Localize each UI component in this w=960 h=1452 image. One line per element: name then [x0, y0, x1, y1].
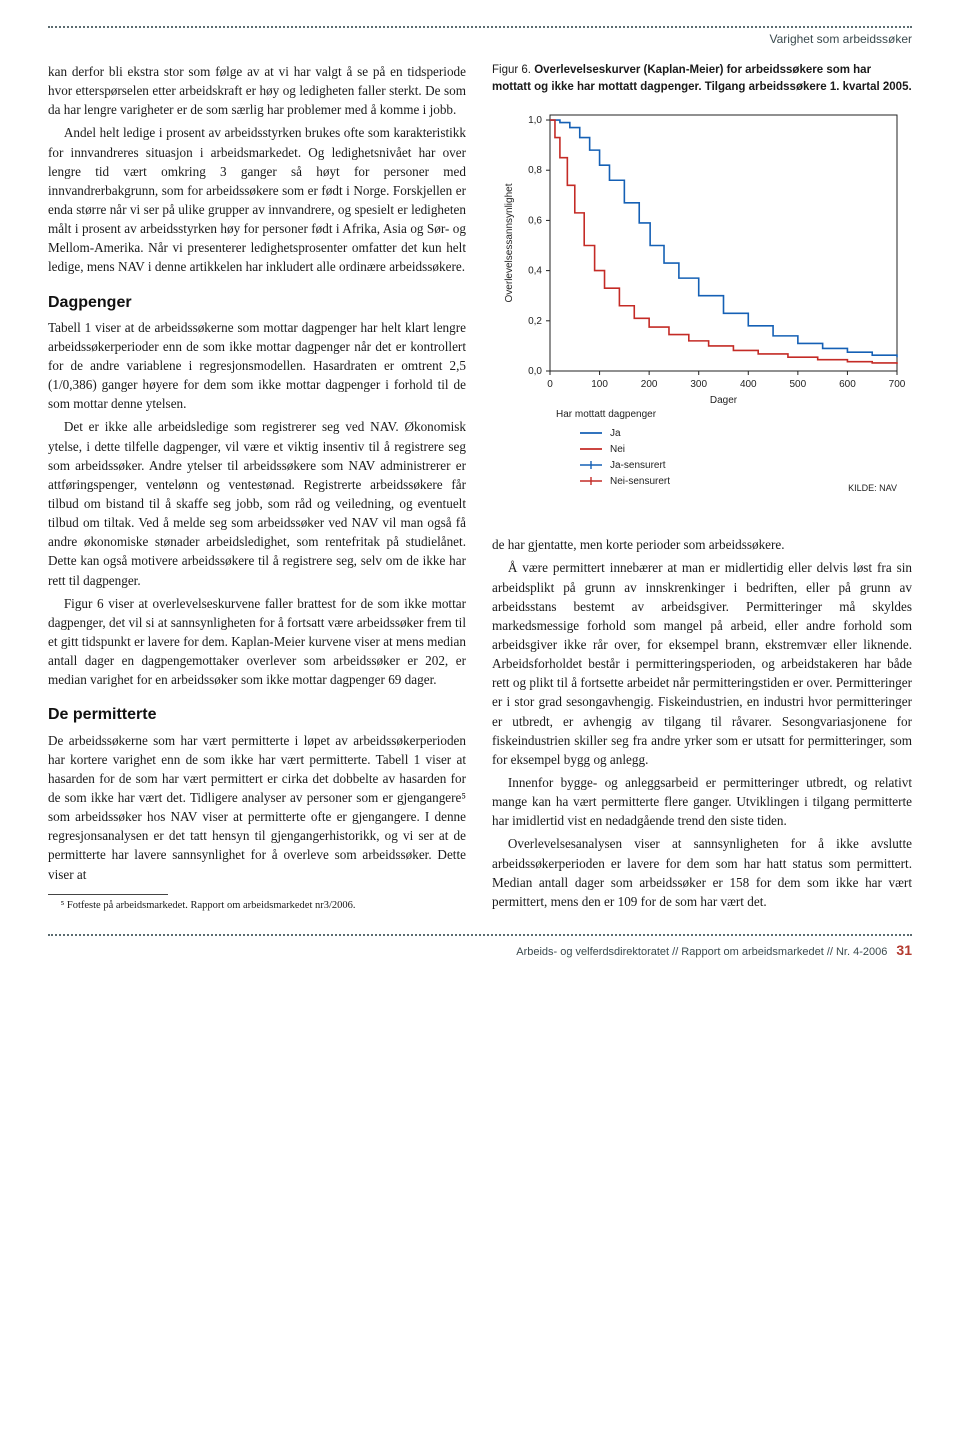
body-paragraph: Andel helt ledige i prosent av arbeidsst…: [48, 123, 466, 276]
figure-6: Figur 6. Overlevelseskurver (Kaplan-Meie…: [492, 62, 912, 521]
running-head: Varighet som arbeidssøker: [48, 32, 912, 46]
svg-text:Ja-sensurert: Ja-sensurert: [610, 460, 666, 471]
body-paragraph: kan derfor bli ekstra stor som følge av …: [48, 62, 466, 119]
footer-text: Arbeids- og velferdsdirektoratet // Rapp…: [516, 946, 887, 958]
top-rule: [48, 26, 912, 28]
svg-text:Nei: Nei: [610, 444, 625, 455]
body-paragraph: Å være permittert innebærer at man er mi…: [492, 558, 912, 769]
figure-title: Overlevelseskurver (Kaplan-Meier) for ar…: [492, 64, 912, 93]
svg-text:300: 300: [690, 379, 707, 390]
right-column: Figur 6. Overlevelseskurver (Kaplan-Meie…: [492, 62, 912, 916]
page: Varighet som arbeidssøker kan derfor bli…: [0, 0, 960, 988]
svg-text:0: 0: [547, 379, 553, 390]
section-heading-dagpenger: Dagpenger: [48, 291, 466, 314]
svg-text:Har mottatt dagpenger: Har mottatt dagpenger: [556, 409, 657, 420]
svg-text:0,8: 0,8: [528, 166, 542, 177]
two-column-layout: kan derfor bli ekstra stor som følge av …: [48, 62, 912, 916]
svg-text:KILDE: NAV: KILDE: NAV: [848, 483, 897, 493]
svg-text:0,4: 0,4: [528, 266, 542, 277]
svg-text:500: 500: [790, 379, 807, 390]
body-paragraph: de har gjentatte, men korte perioder som…: [492, 535, 912, 554]
svg-text:100: 100: [591, 379, 608, 390]
survival-chart: 0,0 0,2 0,4 0,6 0,8 1,0 0 100 200 300 400 500 600 700…: [492, 101, 912, 521]
left-column: kan derfor bli ekstra stor som følge av …: [48, 62, 466, 916]
body-paragraph: Det er ikke alle arbeidsledige som regis…: [48, 417, 466, 589]
body-paragraph: Overlevelsesanalysen viser at sannsynlig…: [492, 834, 912, 911]
svg-text:Ja: Ja: [610, 428, 621, 439]
svg-text:400: 400: [740, 379, 757, 390]
page-number: 31: [896, 942, 912, 958]
body-paragraph: De arbeidssøkerne som har vært permitter…: [48, 731, 466, 884]
svg-text:1,0: 1,0: [528, 115, 542, 126]
svg-text:0,2: 0,2: [528, 316, 542, 327]
body-paragraph: Innenfor bygge- og anleggsarbeid er perm…: [492, 773, 912, 830]
footnote-rule: [48, 894, 168, 895]
footnote: ⁵ Fotfeste på arbeidsmarkedet. Rapport o…: [48, 899, 466, 913]
bottom-rule: [48, 934, 912, 936]
figure-label: Figur 6.: [492, 64, 531, 76]
svg-text:Overlevelsessannsynlighet: Overlevelsessannsynlighet: [504, 184, 515, 303]
page-footer: Arbeids- og velferdsdirektoratet // Rapp…: [48, 942, 912, 958]
svg-text:0,6: 0,6: [528, 216, 542, 227]
body-paragraph: Tabell 1 viser at de arbeidssøkerne som …: [48, 318, 466, 414]
svg-text:700: 700: [889, 379, 906, 390]
section-heading-permitterte: De permitterte: [48, 703, 466, 726]
chart-container: 0,0 0,2 0,4 0,6 0,8 1,0 0 100 200 300 400 500 600 700…: [492, 101, 912, 521]
svg-text:200: 200: [641, 379, 658, 390]
body-paragraph: Figur 6 viser at overlevelseskurvene fal…: [48, 594, 466, 690]
svg-text:Dager: Dager: [710, 395, 738, 406]
svg-text:Nei-sensurert: Nei-sensurert: [610, 476, 670, 487]
svg-text:600: 600: [839, 379, 856, 390]
figure-caption: Figur 6. Overlevelseskurver (Kaplan-Meie…: [492, 62, 912, 95]
svg-text:0,0: 0,0: [528, 366, 542, 377]
